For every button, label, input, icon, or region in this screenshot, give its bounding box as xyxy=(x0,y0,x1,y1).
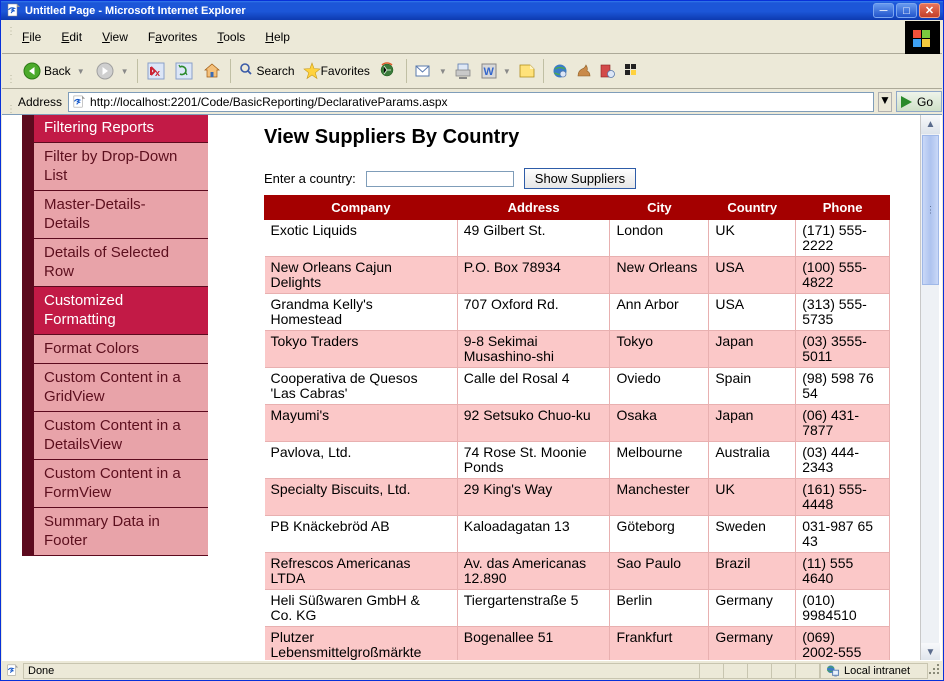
svg-text:x: x xyxy=(155,68,160,78)
svg-text:W: W xyxy=(483,66,494,78)
